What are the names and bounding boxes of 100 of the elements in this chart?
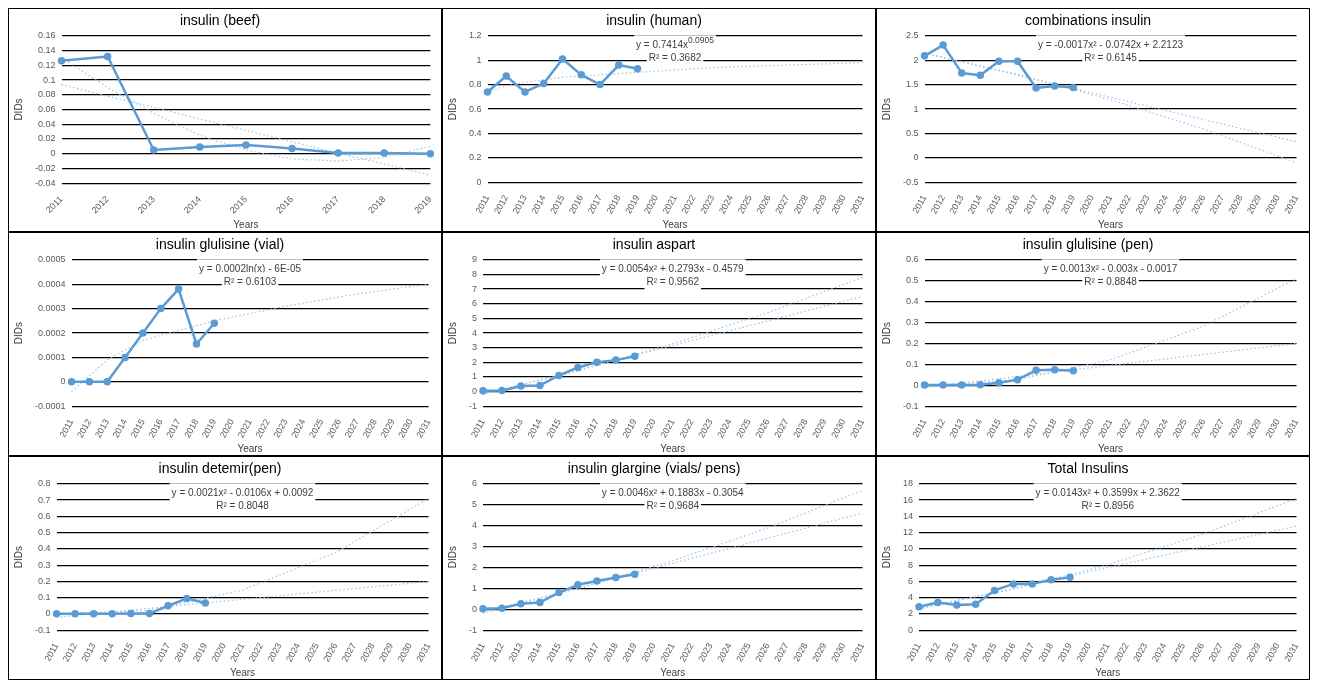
x-tick-label: 2027 [772, 641, 791, 664]
x-tick-label: 2023 [265, 641, 284, 664]
y-axis-title: DIDs [446, 97, 458, 121]
y-tick-label: 2.5 [905, 30, 919, 41]
y-tick-label: -0.1 [902, 400, 919, 411]
y-tick-label: 8 [908, 559, 914, 570]
x-tick-label: 2016 [1003, 417, 1022, 440]
x-tick-label: 2025 [1168, 641, 1188, 664]
x-tick-label: 2024 [289, 417, 308, 440]
y-tick-label: 0 [50, 148, 56, 159]
y-tick-label: 0.6 [469, 103, 482, 114]
x-tick-label: 2023 [1133, 193, 1152, 216]
x-tick-label: 2023 [696, 417, 715, 440]
chart-title: insulin aspart [612, 236, 696, 253]
x-tick-label: 2020 [209, 641, 228, 664]
annotation: R² = 0.6103 [223, 275, 277, 287]
y-tick-label: 0 [60, 376, 66, 387]
x-tick-label: 2026 [1189, 193, 1208, 216]
x-tick-label: 2014 [110, 417, 130, 440]
y-tick-label: 0.14 [37, 45, 56, 56]
y-tick-label: 0.04 [37, 118, 56, 129]
chart-title: insulin glulisine (vial) [155, 236, 285, 253]
x-tick-label: 2026 [753, 641, 772, 664]
x-tick-label: 2025 [735, 193, 754, 216]
x-tick-label: 2014 [965, 193, 985, 216]
x-tick-label: 2018 [1040, 193, 1059, 216]
x-tick-label: 2013 [79, 641, 98, 664]
x-tick-label: 2016 [566, 193, 586, 216]
x-tick-label: 2030 [1263, 417, 1282, 440]
annotation: y = 0.0054x² + 0.2793x - 0.4579 [601, 262, 745, 274]
y-tick-label: 2 [913, 54, 919, 65]
y-tick-label: 0.1 [43, 74, 56, 85]
x-tick-label: 2029 [810, 193, 829, 216]
x-tick-label: 2022 [677, 417, 696, 440]
y-tick-label: 0 [476, 176, 482, 187]
y-tick-label: 2 [471, 356, 477, 367]
x-tick-label: 2025 [302, 641, 321, 664]
x-tick-label: 2021 [658, 417, 677, 440]
y-tick-label: 4 [471, 327, 477, 338]
y-axis-title: DIDs [12, 321, 24, 345]
x-axis-title: Years [1097, 218, 1124, 230]
x-tick-label: 2020 [1077, 193, 1096, 216]
x-tick-label: 2027 [772, 417, 791, 440]
x-tick-label: 2014 [529, 193, 548, 216]
x-tick-label: 2025 [1170, 417, 1189, 440]
x-tick-label: 2014 [525, 641, 544, 664]
y-tick-label: -0.04 [35, 177, 56, 188]
y-tick-label: 1 [476, 54, 482, 65]
x-tick-label: 2016 [563, 641, 582, 664]
y-tick-label: 0.6 [37, 510, 51, 521]
y-tick-label: 10 [903, 543, 914, 554]
y-tick-label: 1 [471, 371, 477, 382]
y-tick-label: 0.0002 [37, 327, 66, 338]
x-tick-label: 2030 [829, 417, 848, 440]
y-tick-label: 2 [908, 608, 914, 619]
y-tick-label: 14 [903, 510, 914, 521]
x-tick-label: 2029 [1244, 193, 1264, 216]
y-tick-label: 0.8 [469, 79, 482, 90]
y-tick-label: 0.3 [37, 559, 51, 570]
y-axis-title: DIDs [446, 545, 458, 569]
x-tick-label: 2011 [468, 417, 487, 439]
x-tick-label: 2029 [810, 417, 829, 440]
y-tick-label: 8 [471, 268, 477, 279]
y-tick-label: -0.02 [35, 162, 56, 173]
annotation: y = -0.0017x² - 0.0742x + 2.2123 [1037, 38, 1184, 50]
x-tick-label: 2014 [525, 417, 544, 440]
x-tick-label: 2019 [1058, 417, 1078, 440]
x-tick-label: 2023 [1133, 417, 1152, 440]
x-tick-label: 2012 [487, 417, 506, 440]
x-tick-label: 2027 [1207, 417, 1227, 440]
x-tick-label: 2029 [1244, 417, 1264, 440]
y-tick-label: 3 [471, 342, 477, 353]
x-tick-label: 2014 [97, 641, 117, 664]
x-tick-label: 2015 [544, 641, 563, 664]
x-tick-label: 2016 [563, 417, 582, 440]
annotation: R² = 0.8848 [1084, 275, 1138, 287]
x-tick-label: 2017 [582, 417, 601, 440]
x-axis-title: Years [662, 218, 688, 230]
y-tick-label: 2 [471, 561, 477, 572]
y-tick-label: 0.4 [469, 127, 482, 138]
y-tick-label: 6 [471, 478, 477, 489]
y-tick-label: 0.8 [37, 478, 51, 489]
y-axis-title: DIDs [12, 545, 24, 569]
x-tick-label: 2017 [153, 641, 173, 664]
x-axis-title: Years [1095, 666, 1121, 678]
x-tick-label: 2025 [734, 417, 753, 440]
x-tick-label: 2027 [1207, 193, 1227, 216]
x-tick-label: 2028 [360, 417, 379, 440]
y-tick-label: 6 [908, 575, 914, 586]
x-tick-label: 2012 [60, 641, 80, 664]
x-tick-label: 2017 [582, 641, 601, 664]
y-tick-label: 0.4 [37, 543, 51, 554]
y-tick-label: 6 [471, 298, 477, 309]
x-tick-label: 2027 [342, 417, 362, 440]
x-tick-label: 2029 [1244, 641, 1263, 664]
annotation: y = 0.0046x² + 0.1883x - 0.3054 [601, 486, 745, 498]
x-tick-label: 2018 [172, 641, 191, 664]
chart-title: insulin (beef) [179, 12, 261, 29]
x-tick-label: 2024 [1151, 193, 1171, 216]
y-axis-title: DIDs [880, 321, 892, 345]
